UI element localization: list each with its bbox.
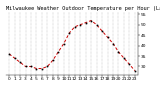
Text: Milwaukee Weather Outdoor Temperature per Hour (Last 24 Hours): Milwaukee Weather Outdoor Temperature pe…: [6, 6, 160, 11]
